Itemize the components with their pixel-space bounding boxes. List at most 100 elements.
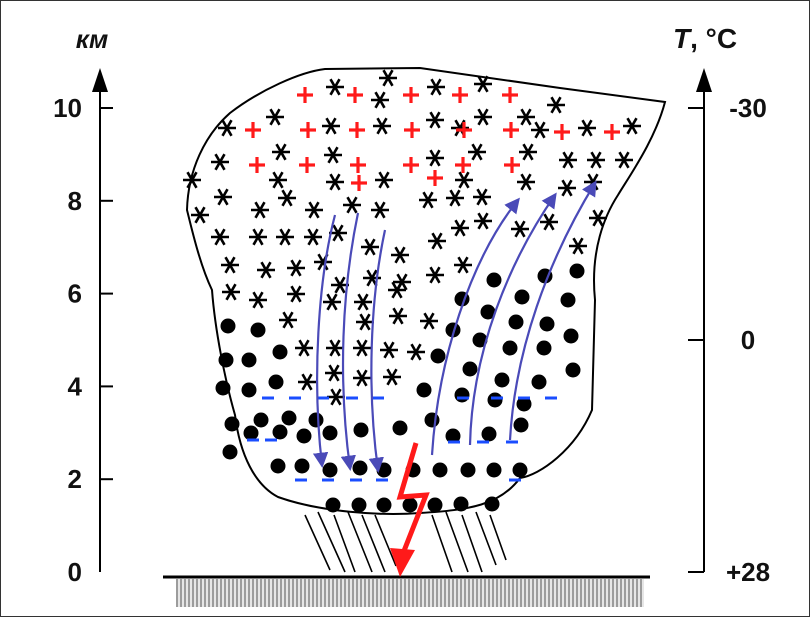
ice-crystal-icon [451,119,469,137]
ice-crystal-icon [407,343,425,361]
ice-crystal-icon [257,261,275,279]
water-droplet-icon [453,496,469,512]
ice-crystal-icon [451,219,469,237]
water-droplet-icon [516,396,532,412]
ice-crystal-icon [272,143,290,161]
precipitation-icon [304,511,507,573]
water-droplet-icon [481,426,497,442]
temperature-axis-unit: T, °C [673,23,737,54]
ice-crystal-icon [249,228,267,246]
ice-crystal-icon [326,339,344,357]
positive-charge-icon [300,122,316,138]
airflow-arrow [468,192,557,446]
water-droplet-icon [325,497,341,513]
water-droplet-icon [268,374,284,390]
positive-charge-icon [455,157,471,173]
water-droplet-icon [272,424,288,440]
water-droplet-icon [250,322,266,338]
ice-crystal-icon [468,143,486,161]
positive-charge-icon [452,87,468,103]
temperature-axis-arrow-icon [696,68,712,92]
water-droplet-icon [243,425,259,441]
ice-crystal-icon [191,206,209,224]
ice-crystal-icon [531,121,549,139]
cloud-outline [185,66,667,515]
ice-crystal-icon [218,119,236,137]
ice-crystal-icon [474,108,492,126]
ice-crystal-icon [558,179,576,197]
ice-crystal-icon [304,228,322,246]
ice-crystal-icon [446,189,464,207]
ice-crystal-icon [314,253,332,271]
water-droplet-icon [352,460,368,476]
ice-crystal-icon [375,171,393,189]
ice-crystal-icon [287,259,305,277]
water-droplet-icon [427,497,443,513]
ice-crystal-icon [379,69,397,87]
water-droplet-icon [424,412,440,428]
water-droplet-icon [539,316,555,332]
water-droplet-icon [569,263,585,279]
positive-charge-icon [404,122,420,138]
water-droplet-icon [536,340,552,356]
ice-crystal-icon [623,117,641,135]
water-droplet-icon [253,412,269,428]
ice-crystal-icon [455,171,473,189]
ice-crystal-icon [587,151,605,169]
water-droplet-icon [392,420,408,436]
ice-crystal-icon [426,266,444,284]
water-droplet-icon [514,289,530,305]
ice-crystal-icon [517,108,535,126]
ice-crystal-icon [269,171,287,189]
ice-crystal-icon [578,119,596,137]
positive-charge-icon [347,87,363,103]
water-droplet-icon [513,417,529,433]
ice-crystal-icon [353,369,371,387]
ice-crystal-icon [540,213,558,231]
ice-crystal-icon [427,78,445,96]
ice-crystal-icon [222,283,240,301]
water-droplet-icon [486,272,502,288]
height-axis-unit: км [76,24,108,54]
positive-charge-icon [351,175,367,191]
ice-crystal-icon [211,153,229,171]
ice-crystal-icon [211,228,229,246]
ice-crystal-icon [276,228,294,246]
positive-charge-icon [297,87,313,103]
ice-crystal-icon [329,224,347,242]
ice-crystal-icon [353,339,371,357]
ice-crystal-icon [371,201,389,219]
ice-crystal-icon [327,388,345,406]
positive-charge-icon [350,157,366,173]
water-droplet-icon [454,387,470,403]
ice-crystal-icon [589,209,607,227]
positive-charge-icon [502,87,518,103]
water-droplet-icon [484,496,500,512]
positive-charge-icon [504,157,520,173]
airflow-arrow [340,212,360,472]
ice-crystal-icon [361,238,379,256]
positive-charge-icon [554,124,570,140]
height-axis: км 10 8 6 4 2 0 [53,24,113,587]
ice-crystal-icon [373,117,391,135]
ice-crystal-icon [298,373,316,391]
ice-crystal-icon [343,196,361,214]
ice-crystal-icon [354,293,372,311]
height-tick-label: 4 [68,371,83,401]
water-droplet-icon [531,374,547,390]
height-tick-label: 0 [68,557,82,587]
water-droplet-icon [296,428,312,444]
temperature-tick-label: +28 [726,557,770,587]
positive-charge-icon [249,157,265,173]
water-droplet-icon [224,416,240,432]
water-droplet-icon [376,497,392,513]
positive-charge-icon [403,87,419,103]
ice-crystal-icon [380,341,398,359]
height-tick-label: 2 [68,464,82,494]
height-tick-label: 8 [68,186,82,216]
water-droplet-icon [494,372,510,388]
water-droplet-icon [220,318,236,334]
water-droplet-icon [218,352,234,368]
ice-crystal-icon [295,339,313,357]
temperature-unit: , °C [690,23,737,54]
